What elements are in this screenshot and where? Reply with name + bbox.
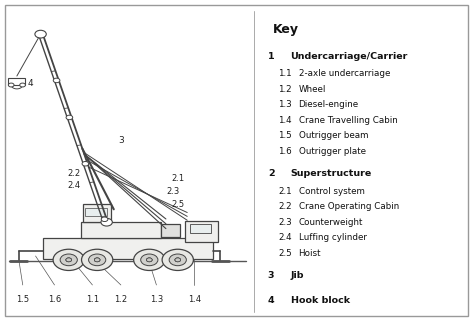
Text: Control system: Control system [299,187,365,196]
Text: 2.1: 2.1 [278,187,292,196]
Circle shape [169,254,186,266]
Circle shape [66,258,72,262]
Bar [85,208,107,216]
Text: Outrigger plate: Outrigger plate [299,147,365,156]
Text: 1: 1 [268,52,274,61]
Text: 2.5: 2.5 [278,249,292,258]
Circle shape [175,258,181,262]
Circle shape [82,249,113,270]
Circle shape [53,78,60,83]
Text: 3: 3 [268,271,274,280]
Bar [9,78,26,85]
Circle shape [94,258,100,262]
Bar [161,224,180,237]
Text: 2.1: 2.1 [171,174,184,183]
Text: 2.3: 2.3 [166,187,180,196]
Text: 1.6: 1.6 [278,147,292,156]
Bar [190,224,211,233]
Text: Hook block: Hook block [291,296,350,305]
Circle shape [175,258,181,262]
Bar [81,222,161,238]
Text: 2.4: 2.4 [278,233,292,242]
Text: 2.5: 2.5 [171,200,184,209]
Circle shape [20,83,26,87]
Circle shape [162,249,193,270]
Circle shape [101,218,112,226]
Text: Luffing cylinder: Luffing cylinder [299,233,366,242]
Circle shape [141,254,158,266]
Text: 1.1: 1.1 [86,295,99,304]
Text: 1.3: 1.3 [278,100,292,109]
Circle shape [101,217,108,222]
Text: 4: 4 [28,79,34,88]
Circle shape [66,115,73,120]
Text: 2.2: 2.2 [278,202,292,211]
Circle shape [146,258,152,262]
Text: 2.3: 2.3 [278,218,292,227]
Text: 1.2: 1.2 [114,295,128,304]
Text: Superstructure: Superstructure [291,169,372,178]
Circle shape [82,162,89,166]
Text: 1.4: 1.4 [188,295,201,304]
Text: Counterweight: Counterweight [299,218,363,227]
Bar [83,204,111,222]
Circle shape [53,249,84,270]
Text: 1.5: 1.5 [278,131,292,140]
Circle shape [94,258,100,262]
Circle shape [37,32,44,36]
Text: 4: 4 [268,296,274,305]
Circle shape [66,258,72,262]
Text: 1.6: 1.6 [48,295,61,304]
Text: Undercarriage/Carrier: Undercarriage/Carrier [291,52,408,61]
Circle shape [35,30,46,38]
Text: 2-axle undercarriage: 2-axle undercarriage [299,69,390,78]
Circle shape [134,249,165,270]
Text: Diesel-engine: Diesel-engine [299,100,359,109]
Text: 2: 2 [268,169,274,178]
Bar [43,238,213,259]
Circle shape [9,83,14,87]
Circle shape [89,254,106,266]
Circle shape [146,258,152,262]
Text: 1.5: 1.5 [16,295,29,304]
Text: Outrigger beam: Outrigger beam [299,131,368,140]
Text: 3: 3 [118,136,124,145]
Text: Jib: Jib [291,271,304,280]
Circle shape [60,254,77,266]
Text: Hoist: Hoist [299,249,321,258]
Bar [185,221,218,242]
Circle shape [175,258,181,262]
Text: Key: Key [273,23,299,35]
Text: 1.4: 1.4 [278,116,292,125]
Text: 2.4: 2.4 [67,181,80,190]
Circle shape [66,258,72,262]
Text: 1.2: 1.2 [278,85,292,94]
Text: 1.1: 1.1 [278,69,292,78]
Text: 1.3: 1.3 [150,295,163,304]
Text: Crane Operating Cabin: Crane Operating Cabin [299,202,399,211]
Text: Wheel: Wheel [299,85,326,94]
Circle shape [94,258,100,262]
Circle shape [146,258,152,262]
Text: Crane Travelling Cabin: Crane Travelling Cabin [299,116,397,125]
Text: 2.2: 2.2 [67,169,80,178]
